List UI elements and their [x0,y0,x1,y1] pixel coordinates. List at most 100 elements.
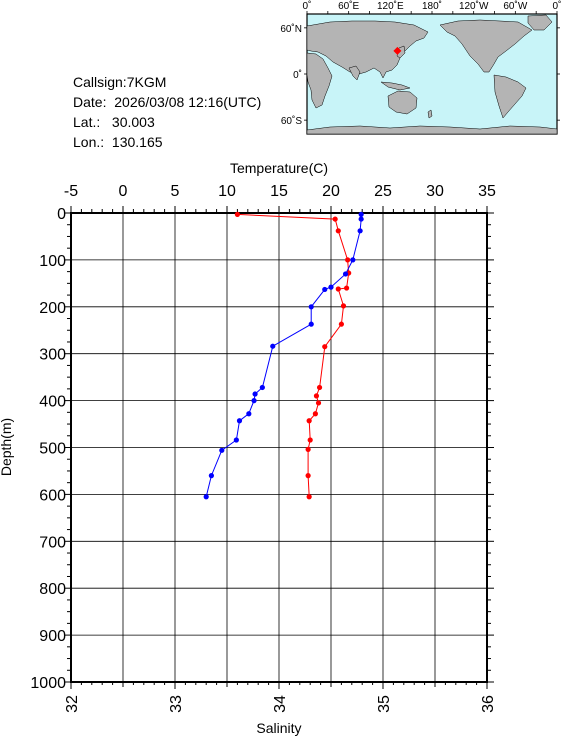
salinity-tick-label: 35 [376,695,393,713]
temperature-point [340,303,347,309]
salinity-point [259,384,265,391]
land-south-america [493,74,527,119]
depth-tick-label: 600 [39,487,66,504]
temperature-tick-label: 35 [478,183,496,200]
temperature-tick-labels: -5 0 5 10 15 20 25 30 35 [64,183,496,200]
temperature-tick-label: 30 [426,183,444,200]
temperature-point [338,321,344,327]
salinity-tick-labels: 32 33 34 35 36 [64,695,497,713]
salinity-point [219,447,225,453]
temperature-point [313,393,320,399]
temperature-point [335,286,341,292]
salinity-point [251,398,257,404]
temperature-point [305,446,311,452]
map-longitude-label: 120˚W [459,0,489,12]
map-latitude-label: 60˚N [280,23,302,35]
salinity-point [236,418,243,424]
map-longitude-label: 60˚W [503,0,527,12]
temperature-point [306,494,312,500]
temperature-profile-line [237,213,350,497]
map-frame-ticks [304,11,560,121]
callsign-text: Callsign:7KGM [73,74,167,90]
land-north-america [439,19,533,73]
station-info: Callsign:7KGM Date: 2026/03/08 12:16(UTC… [73,72,261,152]
depth-tick-label: 500 [39,441,66,458]
land-indonesia [380,81,411,91]
salinity-point [358,211,364,218]
map-longitude-label: 180˚ [422,0,442,12]
temperature-tick-label: 5 [171,183,180,200]
salinity-point [233,437,239,443]
temperature-tick-label: 25 [374,183,392,200]
salinity-profile-line [205,214,362,497]
temperature-point [322,344,328,350]
map-latitude-label: 60˚S [281,115,302,127]
temperature-point [344,285,350,291]
salinity-tick-label: 36 [480,695,497,713]
station-marker [393,46,402,55]
temperature-point [312,411,318,417]
profile-series [203,211,364,500]
land-new-zealand [427,109,433,119]
map-latitude-labels: 60˚N 0˚ 60˚S [280,23,302,127]
map-latitude-label: 0˚ [293,69,302,81]
salinity-axis-title: Salinity [256,720,301,736]
salinity-point [350,257,356,263]
salinity-point [358,216,364,222]
salinity-point [308,304,314,310]
salinity-point [308,321,314,327]
land-africa [306,52,333,109]
depth-tick-label: 400 [39,394,66,411]
latitude-text: Lat.: 30.003 [73,114,155,130]
date-text: Date: 2026/03/08 12:16(UTC) [73,94,262,110]
temperature-tick-label: -5 [64,183,78,200]
salinity-point [208,473,214,479]
temperature-point [332,216,338,222]
depth-tick-label: 1000 [30,675,66,692]
land-antarctica [306,125,558,135]
axis-ticks [64,206,494,689]
salinity-tick-label: 33 [168,695,185,713]
temperature-series [234,211,352,500]
depth-tick-label: 800 [39,581,66,598]
depth-tick-label: 700 [39,534,66,551]
salinity-point [328,284,334,290]
depth-tick-label: 200 [39,300,66,317]
depth-tick-labels: 0 100 200 300 400 500 600 700 800 900 1000 [30,206,66,692]
temperature-tick-label: 0 [119,183,128,200]
salinity-tick-label: 32 [64,695,81,713]
salinity-point [270,343,276,349]
temperature-axis-title: Temperature(C) [230,160,328,176]
temperature-point [345,257,351,263]
temperature-point [315,400,322,406]
salinity-point [322,286,328,293]
temperature-point [305,473,311,479]
temperature-tick-label: 15 [270,183,288,200]
chart-grid [70,212,488,683]
longitude-text: Lon.: 130.165 [73,134,163,150]
map-longitude-label: 60˚E [338,0,359,12]
land-eurasia [306,20,429,79]
depth-axis-title: Depth(m) [0,418,14,476]
land-greenland [527,14,553,31]
depth-tick-label: 0 [57,206,66,223]
land-australia [387,90,418,115]
map-longitude-label: 120˚E [377,0,404,12]
salinity-point [342,271,349,277]
land-india [348,65,361,81]
temperature-point [316,384,323,391]
salinity-tick-label: 34 [272,695,289,713]
temperature-point [306,418,312,424]
temperature-tick-label: 10 [218,183,236,200]
salinity-point [246,411,252,417]
map-longitude-label: 0˚ [303,0,312,12]
salinity-point [252,391,258,397]
temperature-tick-label: 20 [322,183,340,200]
depth-tick-label: 900 [39,628,66,645]
map-land [306,14,558,135]
temperature-point [335,228,341,234]
world-map: 0˚ 60˚E 120˚E 180˚ 120˚W 60˚W 0˚ 60˚N0˚60˚S [280,0,562,135]
depth-tick-label: 300 [39,347,66,364]
map-longitude-label: 0˚ [553,0,562,12]
temperature-point [234,211,240,218]
